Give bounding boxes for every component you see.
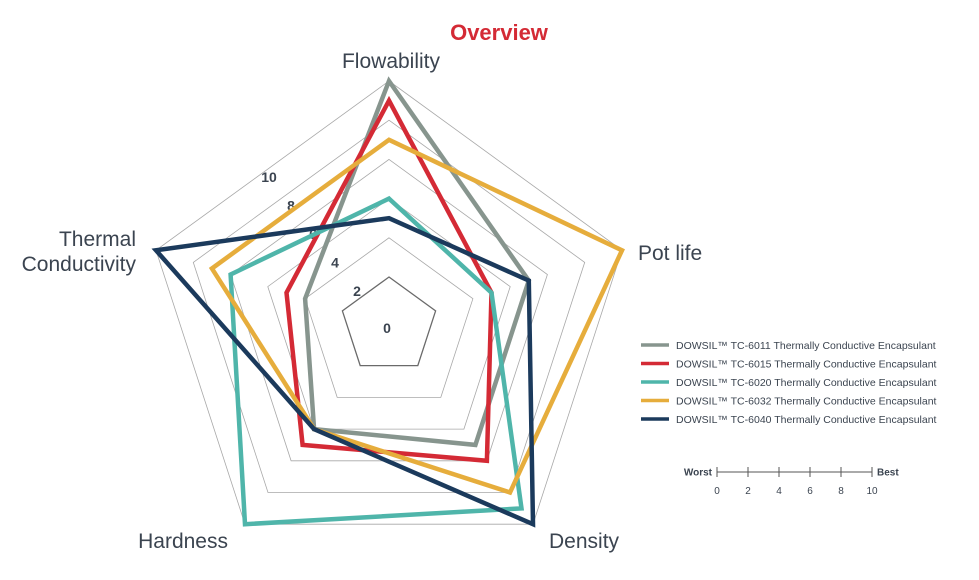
axis-label-density: Density bbox=[549, 530, 620, 553]
tick-label-2: 2 bbox=[353, 283, 361, 299]
grid-ring-2 bbox=[304, 237, 474, 398]
series-line-1 bbox=[302, 76, 532, 448]
scale-tick-label-0: 0 bbox=[714, 486, 720, 497]
scale-best-label: Best bbox=[877, 468, 899, 479]
legend-label-1: DOWSIL™ TC-6011 Thermally Conductive Enc… bbox=[676, 340, 936, 352]
scale-tick-label-8: 8 bbox=[838, 486, 844, 497]
legend-label-5: DOWSIL™ TC-6040 Thermally Conductive Enc… bbox=[676, 414, 937, 426]
series-line-2 bbox=[284, 95, 494, 464]
chart-legend: DOWSIL™ TC-6011 Thermally Conductive Enc… bbox=[641, 340, 937, 426]
grid-ring-6 bbox=[230, 158, 548, 462]
axis-label-flowability: Flowability bbox=[342, 50, 441, 73]
scale-worst-label: Worst bbox=[684, 468, 713, 479]
tick-label-10: 10 bbox=[261, 169, 277, 185]
scale-tick-label-10: 10 bbox=[866, 486, 878, 497]
legend-label-3: DOWSIL™ TC-6020 Thermally Conductive Enc… bbox=[676, 377, 937, 389]
series-line-4 bbox=[208, 137, 625, 496]
grid-ring-0 bbox=[341, 276, 437, 367]
legend-label-4: DOWSIL™ TC-6032 Thermally Conductive Enc… bbox=[676, 396, 937, 408]
axis-label-thermal-conductivity: Thermal Conductivity bbox=[22, 228, 137, 276]
legend-label-2: DOWSIL™ TC-6015 Thermally Conductive Enc… bbox=[676, 359, 937, 371]
grid-ring-4 bbox=[267, 198, 511, 430]
axis-label-hardness: Hardness bbox=[138, 530, 228, 553]
grid-ring-10 bbox=[155, 80, 623, 525]
scale-tick-label-4: 4 bbox=[776, 486, 782, 497]
series-line-5 bbox=[151, 215, 536, 528]
series-line-3 bbox=[228, 195, 525, 527]
tick-label-8: 8 bbox=[287, 198, 295, 214]
tick-label-0: 0 bbox=[383, 320, 391, 336]
chart-title: Overview bbox=[450, 20, 549, 45]
radar-grid bbox=[155, 80, 623, 525]
tick-label-4: 4 bbox=[331, 255, 339, 271]
scale-tick-label-6: 6 bbox=[807, 486, 813, 497]
scale-tick-label-2: 2 bbox=[745, 486, 751, 497]
radar-series bbox=[151, 76, 625, 528]
radar-axis-labels: Flowability Pot life Density Hardness Therma… bbox=[22, 50, 703, 553]
axis-label-pot-life: Pot life bbox=[638, 242, 702, 265]
